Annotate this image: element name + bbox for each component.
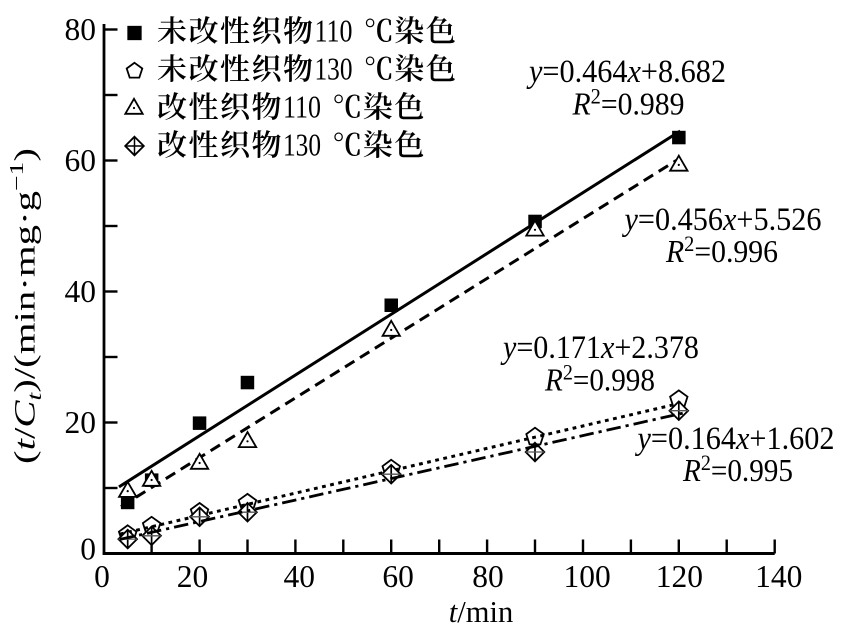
svg-text:40: 40 bbox=[283, 559, 315, 594]
svg-text:0: 0 bbox=[80, 531, 96, 566]
svg-text:R2=0.995: R2=0.995 bbox=[682, 450, 793, 488]
svg-text:R2=0.996: R2=0.996 bbox=[665, 231, 778, 269]
svg-text:y=0.171x+2.378: y=0.171x+2.378 bbox=[500, 330, 699, 366]
svg-text:80: 80 bbox=[472, 559, 504, 594]
svg-text:t/min: t/min bbox=[449, 595, 513, 629]
svg-text:(t/Ct)/(min·mg·g−1): (t/Ct)/(min·mg·g−1) bbox=[6, 148, 46, 464]
svg-text:20: 20 bbox=[177, 559, 209, 594]
svg-text:130: 130 bbox=[283, 127, 321, 163]
svg-text:110: 110 bbox=[283, 89, 321, 125]
svg-text:60: 60 bbox=[382, 559, 414, 594]
svg-text:R2=0.989: R2=0.989 bbox=[572, 84, 685, 122]
svg-text:y=0.456x+5.526: y=0.456x+5.526 bbox=[622, 202, 822, 238]
svg-text:130: 130 bbox=[315, 51, 353, 87]
svg-text:R2=0.998: R2=0.998 bbox=[544, 360, 655, 398]
svg-text:y=0.464x+8.682: y=0.464x+8.682 bbox=[526, 54, 726, 90]
svg-text:0: 0 bbox=[94, 559, 110, 594]
svg-text:100: 100 bbox=[563, 559, 610, 594]
svg-text:110: 110 bbox=[315, 13, 353, 49]
svg-text:60: 60 bbox=[65, 143, 97, 178]
svg-text:y=0.164x+1.602: y=0.164x+1.602 bbox=[635, 421, 835, 457]
svg-text:20: 20 bbox=[65, 405, 97, 440]
svg-text:140: 140 bbox=[755, 559, 802, 594]
svg-text:120: 120 bbox=[656, 559, 703, 594]
svg-text:80: 80 bbox=[65, 12, 97, 47]
svg-text:40: 40 bbox=[65, 274, 97, 309]
